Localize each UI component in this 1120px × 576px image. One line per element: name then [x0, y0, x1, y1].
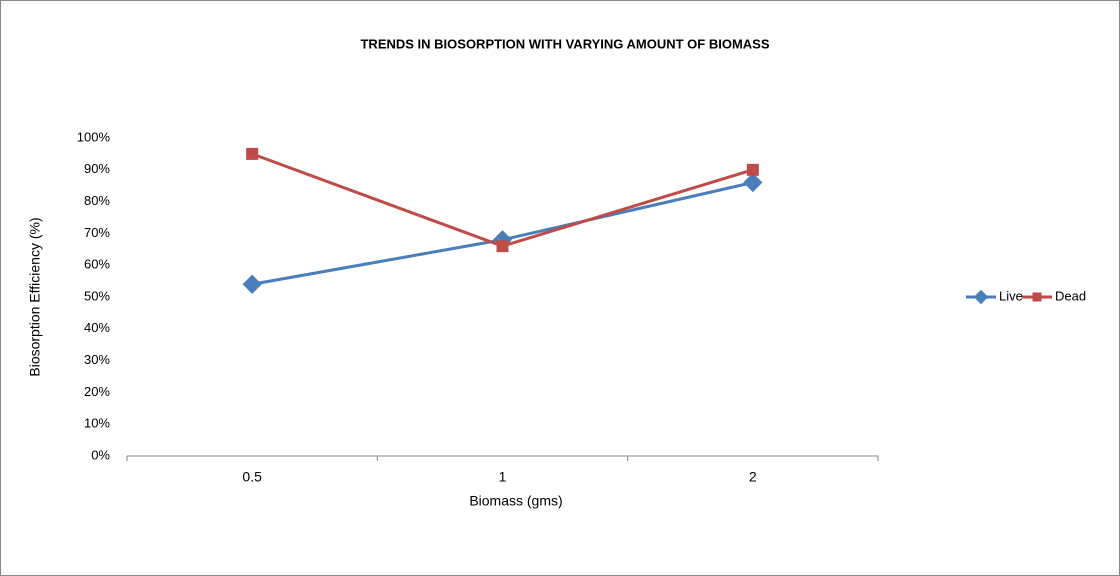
chart-title: TRENDS IN BIOSORPTION WITH VARYING AMOUN…: [360, 36, 769, 51]
data-point: [743, 172, 763, 193]
x-axis-label: Biomass (gms): [469, 493, 562, 509]
x-tick-label: 2: [749, 469, 757, 485]
data-point: [246, 147, 259, 160]
data-point: [496, 240, 509, 253]
y-tick-label: 10%: [84, 416, 110, 431]
legend-label: Dead: [1055, 288, 1086, 303]
y-tick-label: 0%: [91, 447, 110, 462]
y-tick-label: 30%: [84, 352, 110, 367]
legend-marker: [1032, 292, 1042, 302]
y-axis-label: Biosorption Efficiency (%): [26, 217, 43, 377]
y-tick-label: 50%: [84, 288, 110, 303]
data-point: [242, 274, 262, 294]
y-tick-label: 90%: [84, 161, 110, 176]
y-tick-label: 80%: [84, 193, 110, 208]
x-tick-label: 0.5: [242, 469, 262, 485]
data-point: [746, 163, 759, 176]
legend-label: Live: [999, 288, 1023, 303]
y-tick-label: 70%: [84, 225, 110, 240]
legend-marker: [973, 289, 989, 305]
y-tick-label: 60%: [84, 257, 110, 272]
y-tick-label: 20%: [84, 384, 110, 399]
y-tick-label: 40%: [84, 320, 110, 335]
y-tick-label: 100%: [77, 129, 111, 144]
x-tick-label: 1: [499, 469, 507, 485]
